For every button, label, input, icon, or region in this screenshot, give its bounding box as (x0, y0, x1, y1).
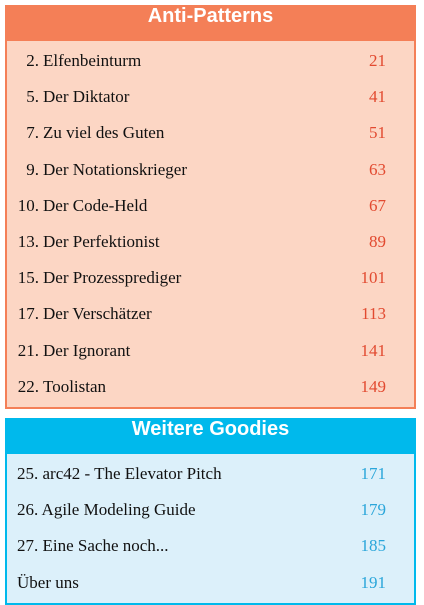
entry-page: 63 (369, 159, 386, 179)
entry-page: 41 (369, 87, 386, 107)
entry-number: 15. (17, 268, 39, 288)
toc-entry: 5. Der Diktator 41 (7, 79, 414, 115)
entry-number: 2. (26, 51, 39, 70)
entry-title: Der Prozessprediger (43, 268, 182, 288)
section-list: 2. Elfenbeinturm 21 5. Der Diktator 41 7. Zu vi… (5, 41, 416, 409)
entry-title: Über uns (17, 572, 79, 592)
toc-entry: 9. Der Notationskrieger 63 (7, 152, 414, 188)
toc-entry: 21. Der Ignorant 141 (7, 333, 414, 369)
toc-entry: 17. Der Verschätzer 113 (7, 296, 414, 332)
section: Anti-Patterns 2. Elfenbeinturm 21 5. Der Dikt… (5, 5, 416, 409)
toc-entry: 15. Der Prozessprediger 101 (7, 260, 414, 296)
section-title: Weitere Goodies (5, 418, 416, 454)
entry-page: 171 (360, 464, 387, 483)
toc-entry: 10. Der Code-Held 67 (7, 188, 414, 224)
entry-title: Der Code-Held (43, 195, 148, 215)
entry-title: 25. arc42 - The Elevator Pitch (17, 464, 222, 483)
toc-entry: 13. Der Perfektionist 89 (7, 224, 414, 260)
entry-number: 13. (17, 231, 39, 251)
entry-page: 51 (369, 123, 386, 143)
entry-title: Toolistan (43, 376, 107, 396)
toc-entry: 25. arc42 - The Elevator Pitch 171 (7, 456, 414, 492)
entry-title: Der Notationskrieger (43, 159, 187, 179)
entry-title: 26. Agile Modeling Guide (17, 500, 196, 520)
entry-title: Der Verschätzer (43, 304, 152, 324)
toc-entry: Über uns 191 (7, 565, 414, 601)
entry-number: 5. (26, 87, 39, 107)
entry-page: 191 (360, 572, 387, 592)
entry-page: 101 (360, 268, 387, 288)
entry-page: 149 (360, 376, 387, 396)
entry-title: Der Perfektionist (43, 231, 160, 251)
entry-page: 179 (360, 500, 387, 520)
entry-page: 89 (369, 231, 386, 251)
entry-title: 27. Eine Sache noch... (17, 536, 169, 556)
entry-number: 7. (26, 123, 39, 143)
toc-entry: 26. Agile Modeling Guide 179 (7, 492, 414, 528)
entry-title: Zu viel des Guten (43, 123, 165, 143)
entry-number: 21. (17, 340, 39, 360)
toc-entry: 7. Zu viel des Guten 51 (7, 115, 414, 151)
entry-number: 10. (17, 195, 39, 215)
entry-page: 141 (360, 340, 387, 360)
entry-title: Der Ignorant (43, 340, 131, 360)
entry-page: 67 (369, 195, 386, 215)
toc-entry: 27. Eine Sache noch... 185 (7, 528, 414, 564)
entry-title: Der Diktator (43, 87, 130, 107)
entry-number: 9. (26, 159, 39, 179)
entry-page: 185 (360, 536, 387, 556)
toc-entry: 2. Elfenbeinturm 21 (7, 43, 414, 79)
toc-entry: 22. Toolistan 149 (7, 369, 414, 405)
section-title: Anti-Patterns (5, 5, 416, 41)
entry-page: 113 (361, 304, 386, 324)
entry-number: 22. (17, 376, 39, 396)
entry-page: 21 (369, 51, 386, 70)
entry-title: Elfenbeinturm (43, 51, 142, 70)
section-list: 25. arc42 - The Elevator Pitch 171 26. Agi… (5, 454, 416, 605)
section: Weitere Goodies 25. arc42 - The Elevator … (5, 418, 416, 605)
entry-number: 17. (17, 304, 39, 324)
